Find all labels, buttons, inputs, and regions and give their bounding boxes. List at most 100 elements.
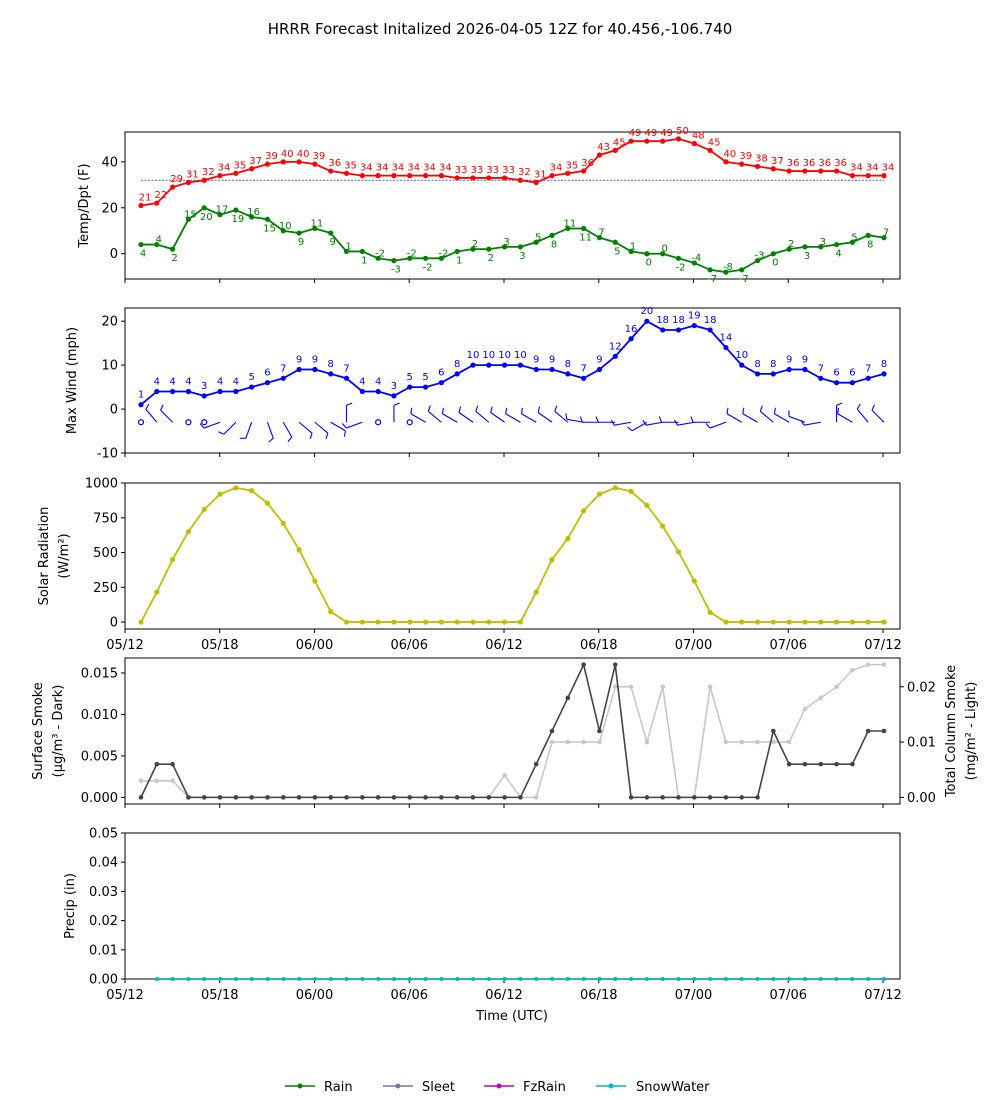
wind-point [849, 380, 855, 386]
wind-barb-calm [185, 419, 192, 426]
dewpoint-point [644, 251, 650, 257]
snowwater-point [834, 977, 839, 981]
snowwater-point [439, 977, 444, 981]
snowwater-point [376, 977, 381, 981]
dewpoint-data-label: 5 [535, 232, 541, 243]
temp-point [170, 184, 176, 190]
legend-fzrain: FzRain [523, 1080, 566, 1095]
column-smoke-point [581, 739, 586, 745]
wind-barb [345, 402, 353, 423]
temp-point [517, 177, 524, 183]
legend: Rain Sleet FzRain SnowWater [285, 1080, 710, 1095]
temp-point [343, 170, 350, 176]
wind-barb [330, 421, 346, 437]
wind-data-label: 8 [454, 359, 460, 370]
dewpoint-data-label: 5 [851, 232, 857, 243]
dewpoint-point [391, 258, 397, 264]
x-axis-label: Time (UTC) [475, 1009, 548, 1024]
wind-data-label: 6 [438, 368, 444, 379]
dewpoint-point [786, 246, 792, 252]
temp-point [470, 175, 476, 181]
solar-point [359, 619, 365, 625]
surface-smoke-point [802, 761, 808, 767]
wind-point [264, 380, 271, 386]
temp-point [565, 170, 571, 176]
wind-point [565, 371, 571, 377]
wind-barb [871, 404, 885, 423]
solar-point [138, 619, 144, 625]
snowwater-point [818, 977, 823, 981]
wind-data-label: 10 [514, 350, 527, 361]
temp-point [849, 173, 855, 179]
dewpoint-data-label: 11 [311, 218, 324, 229]
dewpoint-data-label: 3 [519, 251, 525, 262]
snowwater-point [202, 977, 207, 981]
solar-point [154, 589, 160, 595]
wind-data-label: 9 [802, 355, 808, 366]
wind-data-label: 10 [467, 350, 480, 361]
temp-data-label: 37 [249, 156, 262, 167]
snowwater-point [392, 977, 397, 981]
surface-smoke-point [771, 728, 776, 734]
y-tick-label: 0.000 [81, 791, 118, 806]
snowwater-point [676, 977, 681, 981]
wind-point [249, 384, 255, 390]
y-axis-label-solar-units: (W/m²) [57, 533, 72, 578]
surface-smoke-point [628, 795, 634, 800]
dewpoint-data-label: 1 [361, 255, 367, 266]
dewpoint-data-label: 2 [171, 253, 177, 264]
solar-point [296, 547, 302, 553]
temp-point [833, 168, 840, 174]
temp-point [644, 138, 650, 144]
temp-data-label: 49 [660, 128, 673, 139]
snowwater-point [328, 977, 333, 981]
snowwater-point [170, 977, 175, 981]
wind-barb [490, 406, 505, 423]
solar-point [723, 619, 729, 625]
temp-point [438, 173, 444, 179]
wind-data-label: 4 [154, 376, 160, 387]
x-tick-label: 05/18 [201, 988, 238, 1003]
solar-point [691, 578, 697, 584]
wind-point [422, 384, 429, 390]
wind-data-label: 12 [609, 341, 622, 352]
snowwater-point [850, 977, 855, 981]
temp-point [359, 173, 365, 179]
wind-barb [627, 421, 648, 432]
surface-smoke-point [486, 795, 492, 800]
wind-barb [773, 407, 790, 423]
wind-barb [427, 405, 442, 423]
surface-smoke-point [470, 795, 476, 800]
y-tick-label: 1000 [85, 477, 118, 492]
temp-data-label: 36 [328, 158, 341, 169]
temp-point [549, 173, 555, 179]
wind-point [375, 388, 381, 395]
wind-point [596, 366, 603, 373]
dewpoint-point [754, 258, 761, 264]
y-tick-label: 0.015 [81, 666, 118, 681]
temp-data-label: 36 [803, 158, 816, 169]
solar-point [818, 619, 824, 625]
dewpoint-data-label: 15 [184, 209, 197, 220]
surface-smoke-point [154, 761, 160, 767]
temp-point [233, 170, 239, 176]
column-smoke-point [170, 778, 175, 784]
wind-point [549, 366, 555, 373]
dewpoint-data-label: 20 [200, 212, 213, 223]
wind-data-label: 7 [280, 363, 286, 374]
surface-smoke-point [707, 795, 713, 800]
snowwater-point [234, 977, 239, 981]
dewpoint-point [233, 207, 239, 213]
surface-smoke-point [612, 662, 618, 667]
column-smoke-point [644, 739, 650, 745]
wind-point [628, 336, 634, 342]
y-tick-label: 0 [110, 247, 118, 262]
snowwater-point [771, 977, 776, 981]
wind-point [407, 384, 413, 390]
temp-data-label: 34 [550, 163, 563, 174]
wind-point [612, 353, 618, 359]
dewpoint-point [533, 239, 539, 245]
wind-barb [298, 421, 313, 440]
dewpoint-data-label: 8 [867, 239, 873, 250]
solar-point [470, 619, 476, 625]
